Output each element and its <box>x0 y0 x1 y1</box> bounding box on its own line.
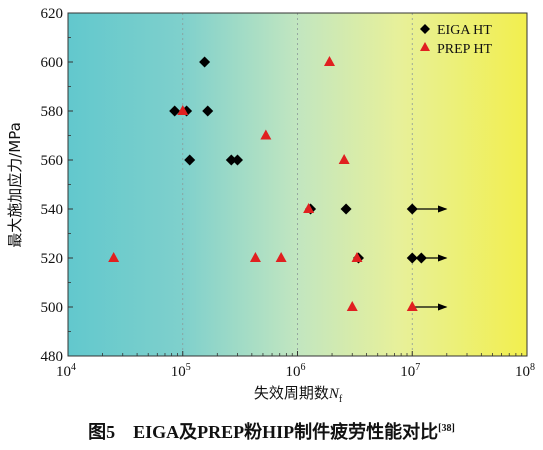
y-tick-label: 620 <box>41 6 64 22</box>
legend-diamond-icon <box>420 24 430 34</box>
eiga-point <box>340 203 352 215</box>
prep-point <box>351 252 363 262</box>
prep-point <box>260 129 272 140</box>
x-axis-label: 失效周期数Nf <box>254 384 343 405</box>
eiga-point <box>225 154 237 166</box>
legend-label-prep: PREP HT <box>437 42 493 57</box>
prep-point <box>346 301 358 311</box>
prep-point <box>338 154 350 164</box>
caption-text: 图5 EIGA及PREP粉HIP制件疲劳性能对比 <box>88 422 439 442</box>
eiga-point <box>406 203 418 215</box>
prep-point <box>108 252 120 262</box>
x-tick-label: 108 <box>515 362 535 380</box>
y-tick-label: 540 <box>41 202 64 218</box>
x-tick-label: 106 <box>286 362 306 380</box>
eiga-point <box>406 252 418 264</box>
y-tick-label: 600 <box>41 55 64 71</box>
y-tick-label: 560 <box>41 153 64 169</box>
eiga-point <box>199 56 211 68</box>
y-tick-label: 500 <box>41 300 64 316</box>
legend: EIGA HT PREP HT <box>420 23 493 57</box>
x-tick-label: 104 <box>56 362 76 380</box>
y-tick-label: 520 <box>41 251 64 267</box>
y-axis: 480 500 520 540 560 580 600 620 <box>41 6 73 365</box>
prep-point <box>249 252 261 262</box>
eiga-point <box>415 252 427 264</box>
legend-triangle-icon <box>420 42 430 51</box>
y-tick-label: 580 <box>41 104 64 120</box>
prep-point <box>323 56 335 66</box>
legend-label-eiga: EIGA HT <box>437 23 492 38</box>
eiga-point <box>231 154 243 166</box>
fatigue-chart: 104 105 106 107 108 480 500 520 540 560 580 600 620… <box>6 6 535 405</box>
y-axis-label: 最大施加应力/MPa <box>6 122 24 248</box>
grid-lines <box>182 13 413 356</box>
y-tick-label: 480 <box>41 349 64 365</box>
data-points <box>108 56 427 311</box>
caption-ref: [38] <box>438 423 455 434</box>
eiga-point <box>184 154 196 166</box>
prep-point <box>177 105 189 115</box>
x-tick-label: 107 <box>400 362 420 380</box>
prep-point <box>303 203 315 213</box>
prep-point <box>275 252 287 262</box>
eiga-point <box>169 105 181 117</box>
eiga-point <box>202 105 214 117</box>
x-axis: 104 105 106 107 108 <box>56 351 535 380</box>
x-tick-label: 105 <box>171 362 191 380</box>
prep-point <box>406 301 418 311</box>
figure-caption: 图5 EIGA及PREP粉HIP制件疲劳性能对比[38] <box>0 418 543 444</box>
